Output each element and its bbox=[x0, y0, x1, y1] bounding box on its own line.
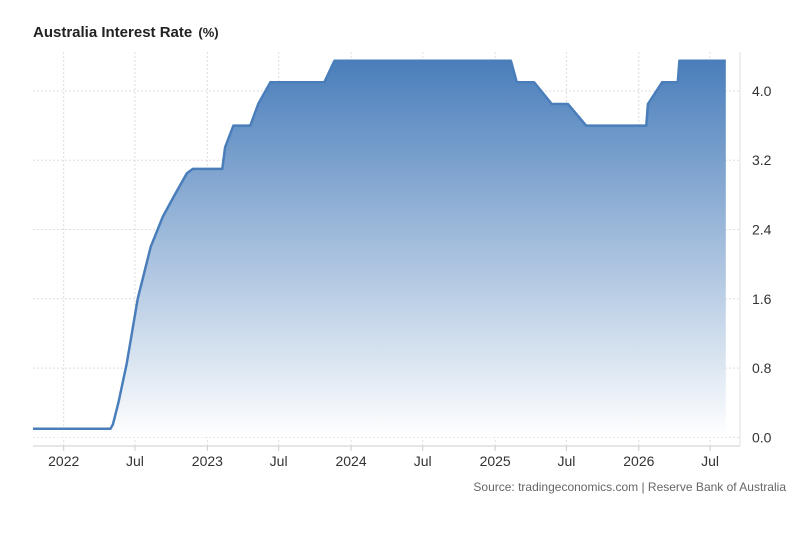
x-tick-label: 2026 bbox=[623, 453, 654, 469]
x-tick-label: Jul bbox=[270, 453, 288, 469]
x-axis: 2022 Jul 2023 Jul 2024 Jul 2025 Jul 2026 Jul bbox=[48, 453, 719, 469]
y-tick-label: 0.8 bbox=[752, 360, 772, 376]
x-tick-label: Jul bbox=[701, 453, 719, 469]
x-tick-label: Jul bbox=[126, 453, 144, 469]
x-tick-label: Jul bbox=[414, 453, 432, 469]
series-line bbox=[33, 59, 726, 430]
y-axis: 0.0 0.8 1.6 2.4 3.2 4.0 bbox=[752, 83, 772, 445]
y-tick-label: 0.0 bbox=[752, 429, 772, 445]
x-tick-label: 2022 bbox=[48, 453, 79, 469]
y-tick-label: 2.4 bbox=[752, 222, 772, 238]
x-tick-label: 2023 bbox=[192, 453, 223, 469]
chart-title: Australia Interest Rate bbox=[33, 24, 193, 41]
x-tick-label: 2024 bbox=[335, 453, 366, 469]
page-title: Australia Interest Rate (%) bbox=[33, 24, 219, 41]
source-note: Source: tradingeconomics.com | Reserve B… bbox=[473, 480, 786, 494]
x-tick-label: 2025 bbox=[480, 453, 511, 469]
x-tick-label: Jul bbox=[557, 453, 575, 469]
y-tick-label: 3.2 bbox=[752, 152, 772, 168]
chart-unit: (%) bbox=[198, 25, 219, 40]
series-area bbox=[33, 60, 726, 438]
y-tick-label: 4.0 bbox=[752, 83, 772, 99]
y-tick-label: 1.6 bbox=[752, 291, 772, 307]
